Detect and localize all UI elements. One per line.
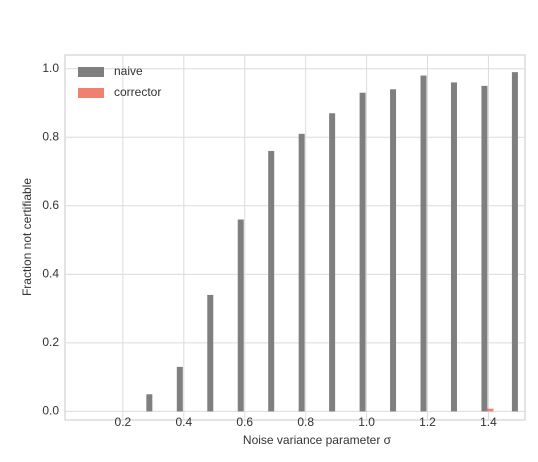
x-axis-label: Noise variance parameter σ (243, 433, 392, 447)
bar (390, 89, 397, 412)
bar (237, 219, 244, 412)
legend-label: naive (114, 64, 143, 78)
x-tick-label: 1.2 (419, 415, 436, 429)
y-tick-label: 1.0 (42, 61, 59, 75)
bar (420, 75, 427, 412)
y-tick-label: 0.0 (42, 404, 59, 418)
plot-area (64, 54, 526, 421)
bar (487, 408, 494, 412)
y-tick-label: 0.8 (42, 129, 59, 143)
x-tick-label: 1.4 (480, 415, 497, 429)
legend-swatch (78, 88, 104, 98)
bar (450, 82, 457, 412)
bar (481, 85, 488, 412)
x-tick-label: 0.4 (175, 415, 192, 429)
y-tick-label: 0.2 (42, 335, 59, 349)
legend-swatch (78, 67, 104, 77)
bar (298, 133, 305, 412)
y-tick-label: 0.4 (42, 267, 59, 281)
x-tick-label: 1.0 (358, 415, 375, 429)
x-tick-label: 0.8 (297, 415, 314, 429)
bar (511, 72, 518, 412)
bar (176, 366, 183, 412)
bar (207, 294, 214, 412)
y-axis-label: Fraction not certifiable (20, 178, 34, 296)
bar (146, 394, 153, 412)
legend-label: corrector (114, 85, 161, 99)
x-tick-label: 0.2 (115, 415, 132, 429)
y-tick-label: 0.6 (42, 198, 59, 212)
bar (268, 150, 275, 412)
bar (329, 113, 336, 412)
x-tick-label: 0.6 (236, 415, 253, 429)
bar (359, 92, 366, 412)
